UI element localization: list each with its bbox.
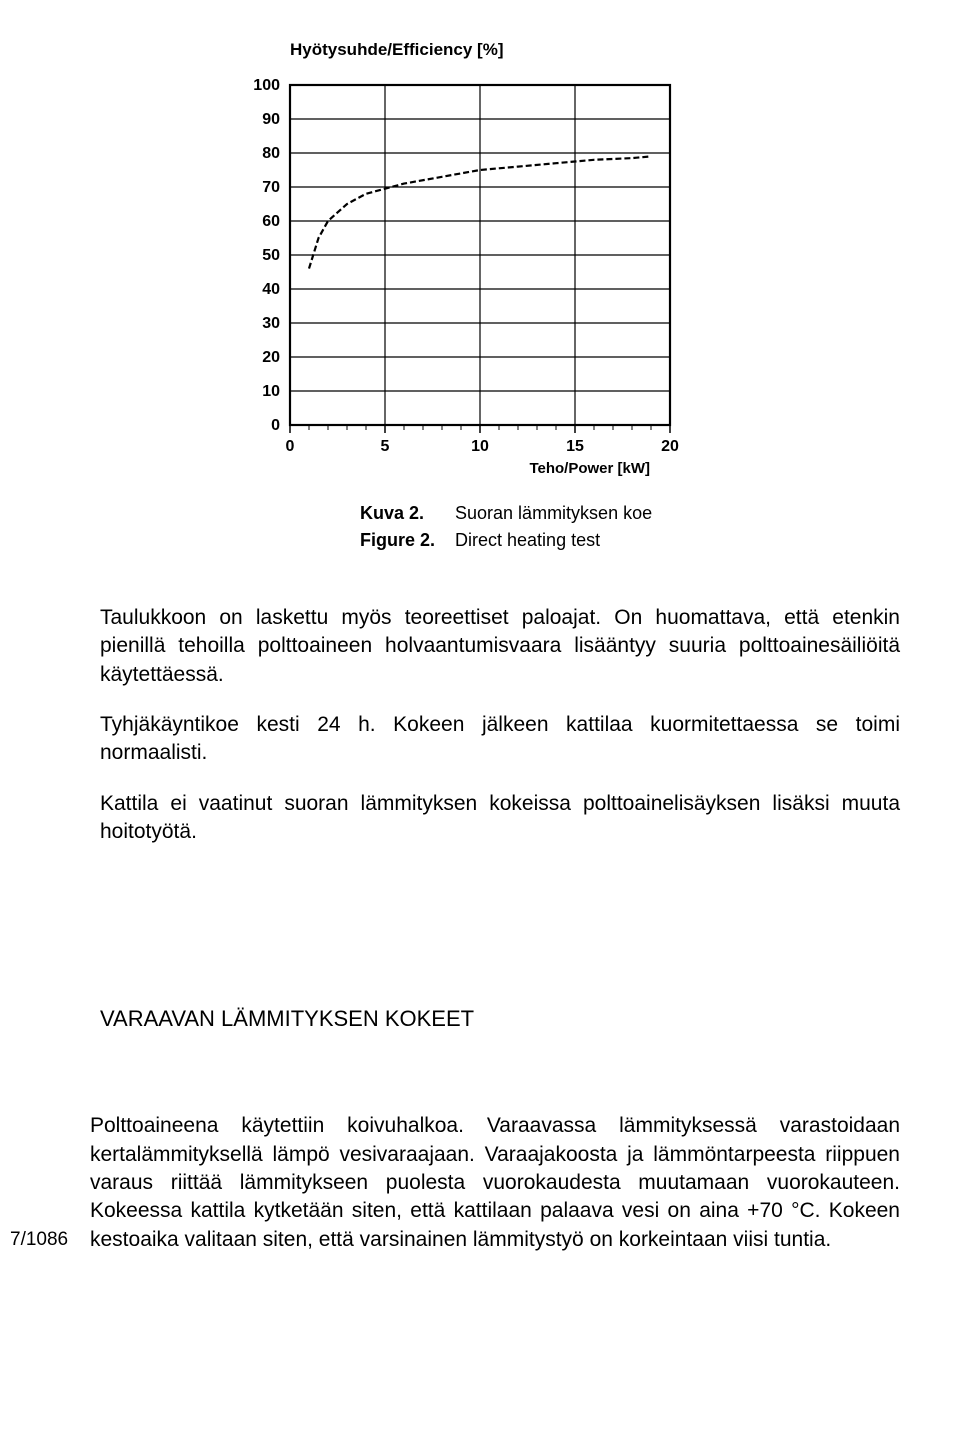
page-number: 7/1086 <box>10 1229 90 1254</box>
svg-text:60: 60 <box>262 213 280 230</box>
svg-text:20: 20 <box>661 438 679 455</box>
paragraph-3: Kattila ei vaatinut suoran lämmityksen k… <box>100 790 900 847</box>
footer-paragraph: Polttoaineena käytettiin koivuhalkoa. Va… <box>90 1112 900 1254</box>
paragraph-1: Taulukkoon on laskettu myös teoreettiset… <box>100 604 900 689</box>
svg-text:0: 0 <box>271 417 280 434</box>
svg-text:40: 40 <box>262 281 280 298</box>
chart-y-title: Hyötysuhde/Efficiency [%] <box>290 40 900 60</box>
svg-text:10: 10 <box>471 438 489 455</box>
chart-svg: 0 5 10 15 20 0 10 20 30 40 50 60 70 80 90 100 Teho/Power… <box>220 65 720 485</box>
svg-text:Teho/Power [kW]: Teho/Power [kW] <box>529 460 650 477</box>
caption-fi-label: Kuva 2. <box>360 500 450 527</box>
svg-text:70: 70 <box>262 179 280 196</box>
caption-en-text: Direct heating test <box>455 530 600 550</box>
figure-caption: Kuva 2. Suoran lämmityksen koe Figure 2.… <box>360 500 900 554</box>
svg-text:5: 5 <box>381 438 390 455</box>
svg-text:10: 10 <box>262 383 280 400</box>
efficiency-chart: Hyötysuhde/Efficiency [%] 0 5 10 15 20 0 10 20 3… <box>220 40 900 554</box>
svg-text:50: 50 <box>262 247 280 264</box>
caption-en-label: Figure 2. <box>360 527 450 554</box>
svg-text:0: 0 <box>286 438 295 455</box>
svg-text:20: 20 <box>262 349 280 366</box>
caption-fi-text: Suoran lämmityksen koe <box>455 503 652 523</box>
paragraph-2: Tyhjäkäyntikoe kesti 24 h. Kokeen jälkee… <box>100 711 900 768</box>
svg-text:90: 90 <box>262 111 280 128</box>
svg-text:80: 80 <box>262 145 280 162</box>
svg-text:15: 15 <box>566 438 584 455</box>
svg-text:100: 100 <box>253 77 280 94</box>
section-heading: VARAAVAN LÄMMITYKSEN KOKEET <box>100 1006 900 1032</box>
svg-text:30: 30 <box>262 315 280 332</box>
body-text: Taulukkoon on laskettu myös teoreettiset… <box>100 604 900 846</box>
